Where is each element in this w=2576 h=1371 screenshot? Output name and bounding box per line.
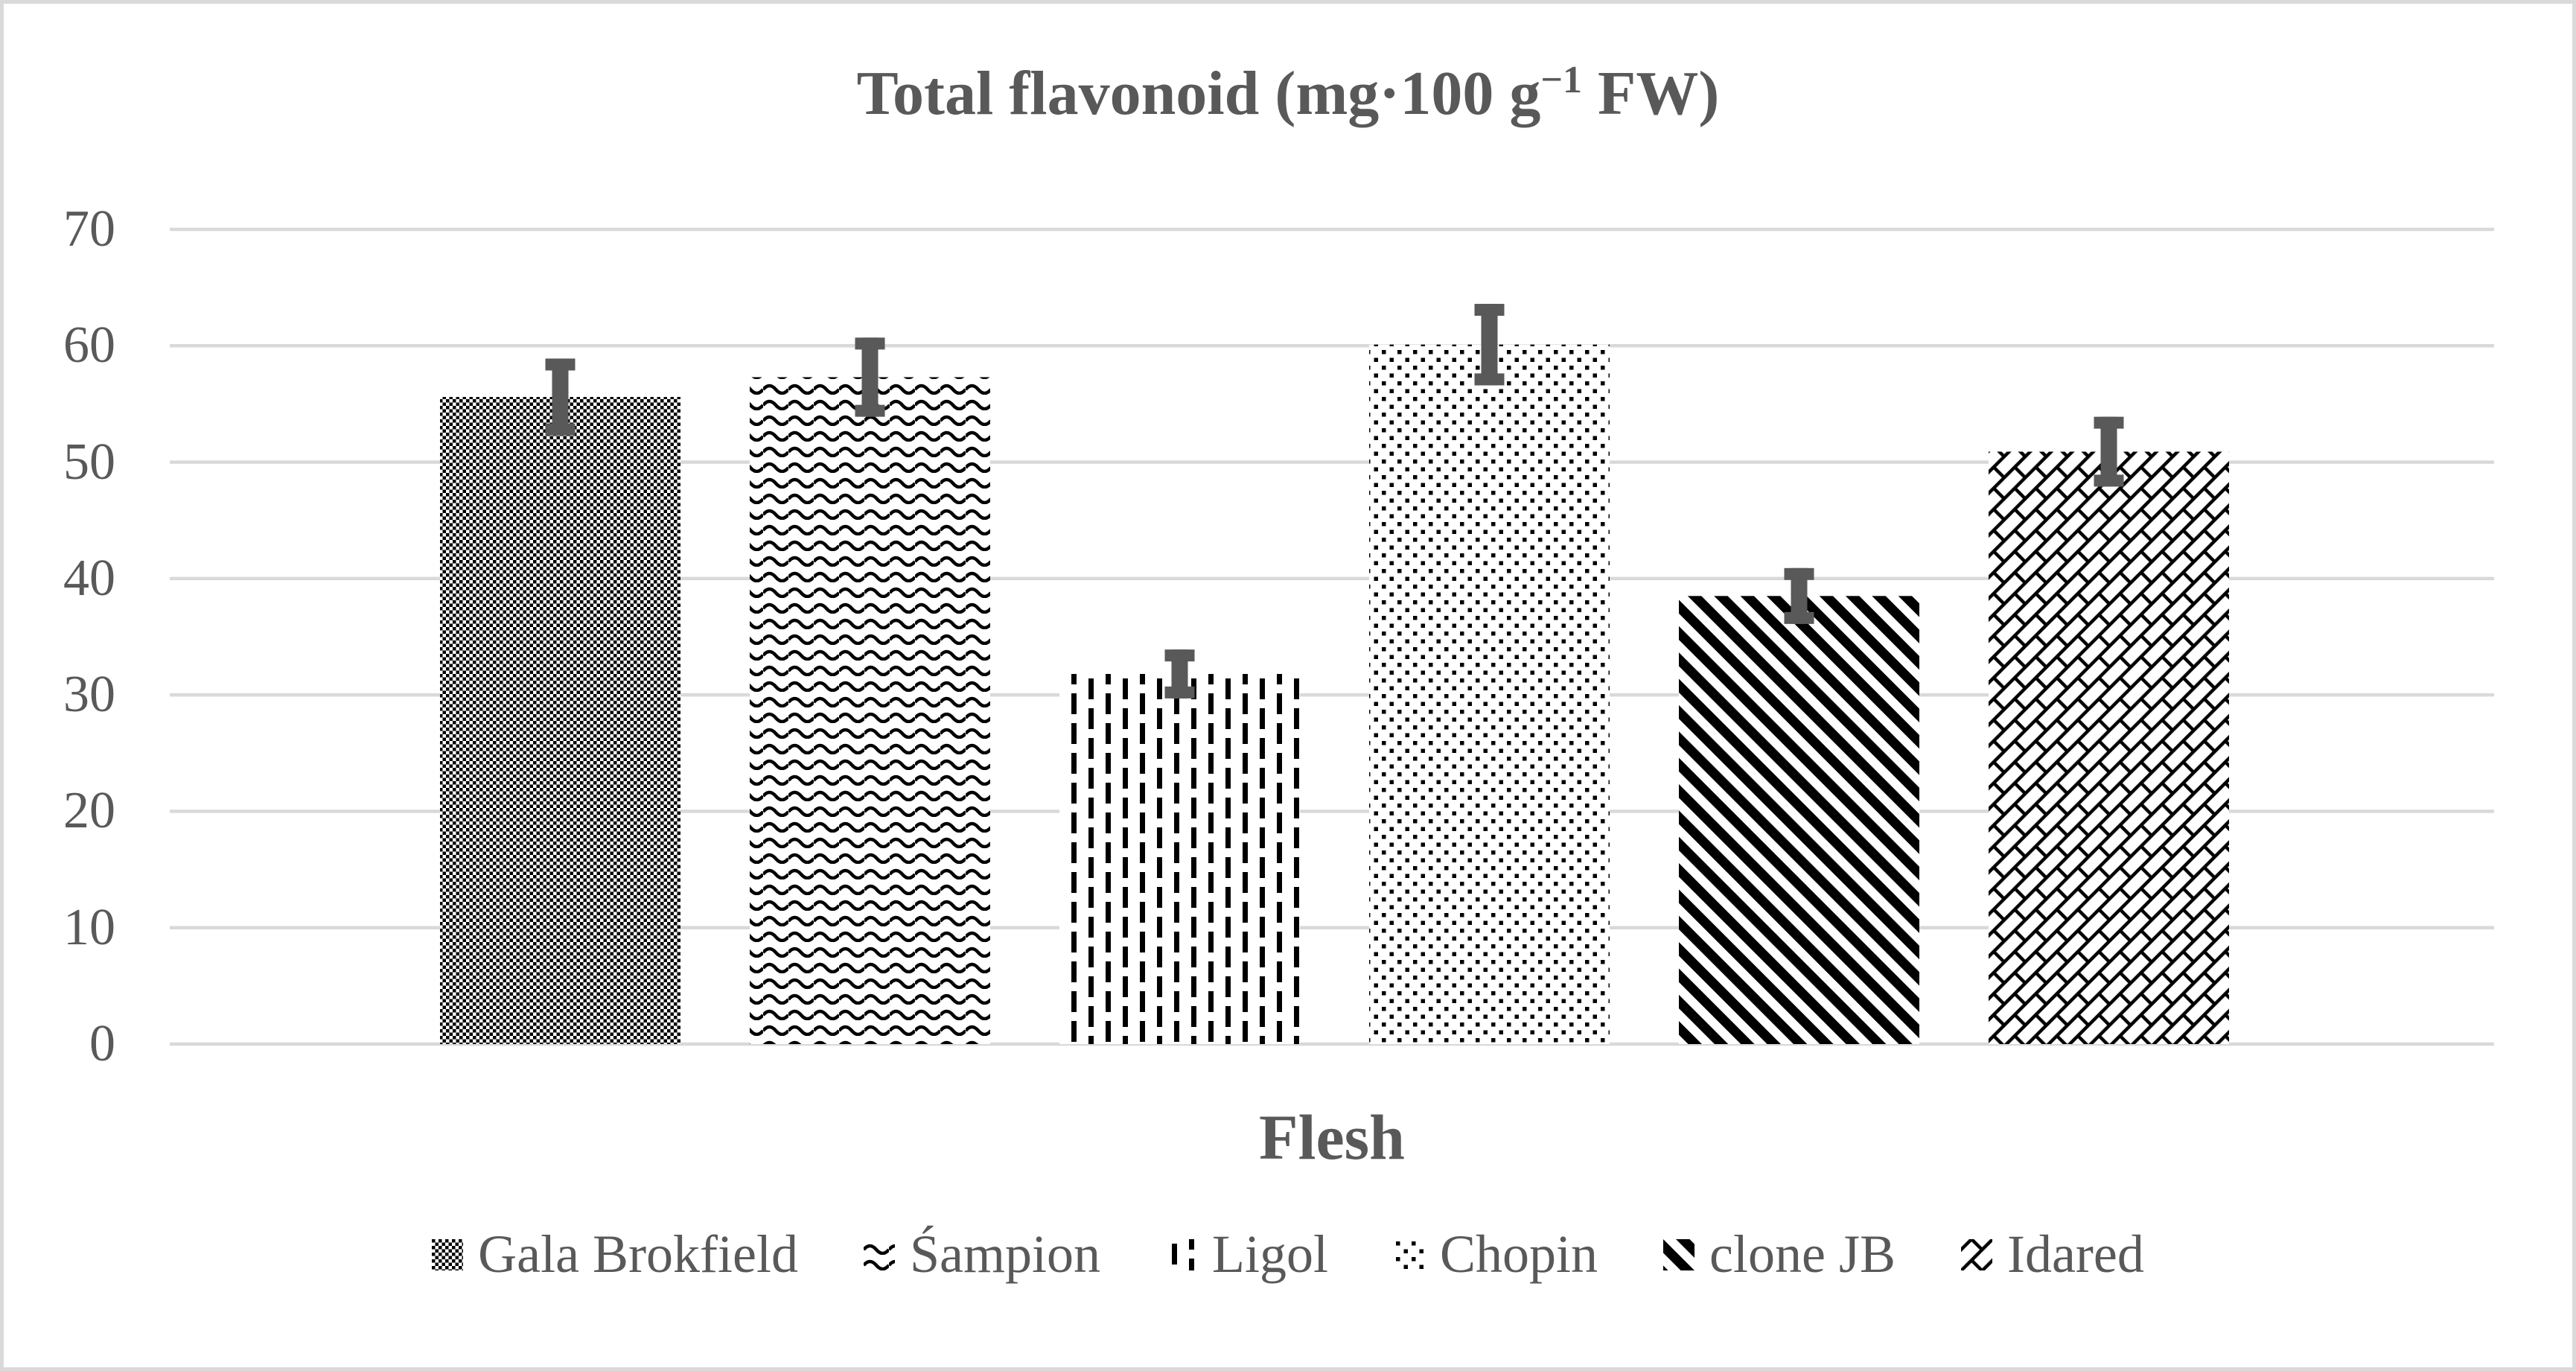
error-bar-stem-chopin [1481,304,1498,386]
y-axis-tick-label-20: 20 [63,782,115,840]
gridline-10 [170,926,2494,929]
legend: Gala Brokfield Śampion Ligol Chopin clone JB… [4,1224,2572,1285]
gridline-70 [170,227,2494,232]
bar--ampion [750,377,990,1044]
error-bar-stem-gala-brokfield [552,358,569,436]
gridline-20 [170,809,2494,813]
bar-clone-jb [1679,596,1919,1044]
error-bar-top-cap-gala-brokfield [545,358,576,371]
gridline-30 [170,693,2494,697]
legend-label: Gala Brokfield [478,1224,798,1284]
legend-label: Ligol [1212,1224,1328,1284]
legend-swatch-idared-icon [1961,1238,1992,1270]
error-bar-bottom-cap-gala-brokfield [545,423,576,436]
legend-label: Idared [2007,1224,2144,1284]
error-bar-stem-idared [2100,416,2117,487]
bar-gala-brokfield [440,397,680,1044]
chart-title: Total flavonoid (mg·100 g−1 FW) [4,57,2572,130]
error-bar-bottom-cap--ampion [855,404,885,417]
error-bar-stem-clone-jb [1791,567,1808,624]
error-bar-top-cap-idared [2094,416,2124,429]
x-axis-title: Flesh [1259,1101,1405,1173]
error-bar-top-cap-clone-jb [1784,567,1814,580]
y-axis-tick-label-60: 60 [63,316,115,375]
chart-title-superscript: −1 [1540,59,1583,102]
legend-swatch--ampion-icon [863,1238,895,1270]
legend-item-ligol: Ligol [1166,1224,1328,1285]
y-axis-tick-label-70: 70 [63,200,115,258]
error-bar-stem--ampion [861,337,879,417]
legend-item-chopin: Chopin [1394,1224,1598,1285]
chart-title-text: Total flavonoid (mg·100 g [856,59,1541,128]
gridline-60 [170,344,2494,348]
y-axis-tick-label-50: 50 [63,433,115,491]
legend-swatch-clone-jb-icon [1663,1238,1695,1270]
error-bar-top-cap-ligol [1164,649,1195,662]
bar-chopin [1369,344,1610,1044]
error-bar-bottom-cap-clone-jb [1784,611,1814,624]
gridline-40 [170,576,2494,581]
bar-idared [1989,451,2229,1044]
legend-item-clone-jb: clone JB [1663,1224,1896,1285]
error-bar-bottom-cap-chopin [1474,373,1505,386]
y-axis-tick-label-10: 10 [63,898,115,956]
legend-item-idared: Idared [1961,1224,2144,1285]
error-bar-bottom-cap-ligol [1164,686,1195,699]
gridline-50 [170,460,2494,464]
legend-label: Śampion [909,1224,1100,1284]
y-axis-tick-label-0: 0 [89,1015,115,1072]
legend-label: clone JB [1709,1224,1896,1284]
legend-item-gala-brokfield: Gala Brokfield [432,1224,798,1285]
y-axis-tick-label-30: 30 [63,666,115,724]
legend-swatch-gala-brokfield-icon [432,1238,464,1270]
error-bar-bottom-cap-idared [2094,474,2124,487]
bar-ligol [1059,674,1300,1044]
y-axis-tick-label-40: 40 [63,549,115,607]
error-bar-top-cap-chopin [1474,304,1505,316]
legend-item--ampion: Śampion [863,1224,1100,1285]
legend-label: Chopin [1440,1224,1598,1284]
gridline-0 [170,1042,2494,1046]
error-bar-stem-ligol [1171,649,1188,699]
legend-swatch-chopin-icon [1394,1238,1425,1270]
legend-swatch-ligol-icon [1166,1238,1197,1270]
chart-title-suffix: FW) [1582,59,1720,128]
plot-area [170,227,2494,1046]
error-bar-top-cap--ampion [855,337,885,350]
